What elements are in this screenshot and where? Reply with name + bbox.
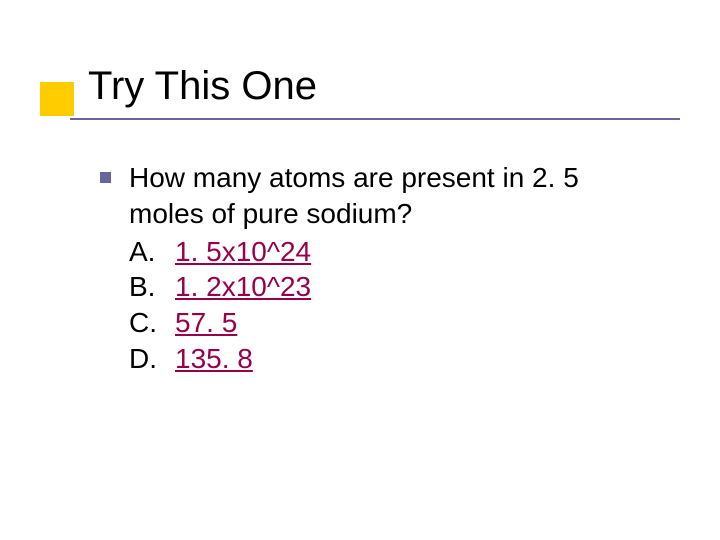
answer-option: B.1. 2x10^23 — [129, 269, 660, 305]
square-bullet-icon — [100, 172, 111, 183]
option-letter: D. — [129, 341, 175, 377]
title-accent-square — [40, 82, 74, 116]
option-letter: C. — [129, 305, 175, 341]
answer-options: A.1. 5x10^24B.1. 2x10^23C.57. 5D.135. 8 — [129, 234, 660, 377]
slide-title: Try This One — [88, 64, 317, 109]
bullet-item: How many atoms are present in 2. 5 moles… — [100, 160, 660, 377]
option-value-link[interactable]: 1. 5x10^24 — [175, 234, 311, 270]
answer-option: A.1. 5x10^24 — [129, 234, 660, 270]
slide-body: How many atoms are present in 2. 5 moles… — [100, 160, 660, 377]
option-letter: A. — [129, 234, 175, 270]
option-value-link[interactable]: 135. 8 — [175, 341, 253, 377]
question-text: How many atoms are present in 2. 5 moles… — [129, 160, 660, 232]
answer-option: C.57. 5 — [129, 305, 660, 341]
option-value-link[interactable]: 1. 2x10^23 — [175, 269, 311, 305]
bullet-content: How many atoms are present in 2. 5 moles… — [129, 160, 660, 377]
title-underline-rule — [70, 118, 680, 120]
answer-option: D.135. 8 — [129, 341, 660, 377]
option-value-link[interactable]: 57. 5 — [175, 305, 237, 341]
option-letter: B. — [129, 269, 175, 305]
